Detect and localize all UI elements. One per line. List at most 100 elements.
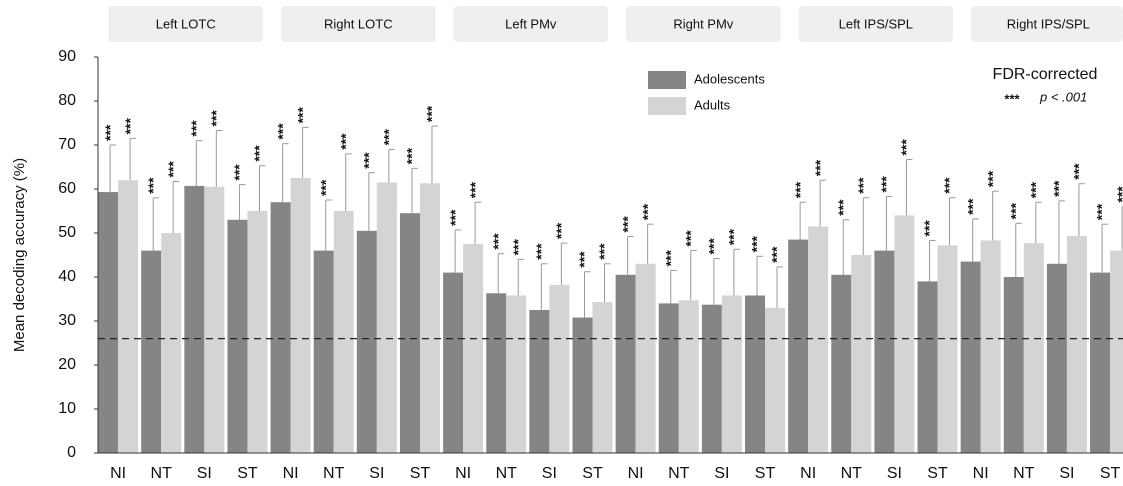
bar bbox=[1023, 243, 1044, 453]
bar bbox=[745, 295, 766, 453]
significance-label: *** bbox=[682, 230, 698, 247]
x-tick-label: SI bbox=[714, 465, 729, 482]
x-tick-label: NI bbox=[973, 465, 989, 482]
bar bbox=[313, 250, 334, 453]
bar bbox=[463, 244, 484, 453]
significance-label: *** bbox=[553, 222, 569, 239]
bar bbox=[874, 250, 895, 453]
significance-label: *** bbox=[188, 120, 204, 137]
bar bbox=[376, 182, 397, 453]
bar bbox=[161, 233, 182, 453]
y-tick-label: 40 bbox=[58, 268, 76, 285]
significance-label: *** bbox=[510, 239, 526, 256]
x-tick-label: NI bbox=[283, 465, 299, 482]
bar bbox=[204, 186, 225, 454]
significance-label: *** bbox=[619, 216, 635, 233]
bar bbox=[333, 211, 354, 453]
significance-label: *** bbox=[1114, 186, 1123, 203]
x-tick-label: NT bbox=[668, 465, 690, 482]
significance-label: *** bbox=[812, 159, 828, 176]
panel-header bbox=[626, 6, 781, 42]
x-tick-label: ST bbox=[237, 465, 258, 482]
significance-label: *** bbox=[749, 235, 765, 252]
bar bbox=[141, 250, 162, 453]
significance-label: *** bbox=[533, 243, 549, 260]
significance-label: *** bbox=[404, 147, 420, 164]
panel-label: Right PMv bbox=[673, 16, 733, 31]
bar bbox=[529, 310, 550, 453]
bar bbox=[247, 211, 268, 453]
bar bbox=[184, 185, 205, 454]
x-tick-label: SI bbox=[542, 465, 557, 482]
x-tick-label: SI bbox=[1059, 465, 1074, 482]
x-tick-label: NI bbox=[628, 465, 644, 482]
bar bbox=[980, 240, 1001, 453]
bar bbox=[98, 192, 119, 453]
bar bbox=[506, 295, 527, 453]
significance-label: *** bbox=[769, 246, 785, 263]
significance-label: *** bbox=[941, 177, 957, 194]
bar bbox=[592, 302, 613, 453]
panel-label: Right LOTC bbox=[324, 16, 393, 31]
significance-label: *** bbox=[208, 110, 224, 127]
bar bbox=[615, 274, 636, 453]
panel-label: Right IPS/SPL bbox=[1007, 16, 1090, 31]
significance-label: *** bbox=[878, 176, 894, 193]
significance-label: *** bbox=[726, 228, 742, 245]
bar bbox=[290, 178, 311, 453]
panel-label: Left LOTC bbox=[156, 16, 216, 31]
panel-header bbox=[453, 6, 609, 42]
y-axis-label: Mean decoding accuracy (%) bbox=[11, 158, 28, 352]
significance-label: *** bbox=[447, 209, 463, 226]
significance-label: *** bbox=[855, 177, 871, 194]
significance-label: *** bbox=[1094, 203, 1110, 220]
bar bbox=[788, 239, 809, 453]
bar bbox=[1046, 263, 1067, 453]
bar bbox=[399, 213, 420, 453]
y-tick-label: 20 bbox=[58, 356, 76, 373]
bar bbox=[572, 317, 593, 453]
significance-label: *** bbox=[317, 179, 333, 196]
significance-label: *** bbox=[145, 177, 161, 194]
bar bbox=[1003, 277, 1024, 453]
panel-header bbox=[281, 6, 436, 42]
bar bbox=[1090, 272, 1111, 453]
significance-label: *** bbox=[964, 198, 980, 215]
significance-label: *** bbox=[1027, 181, 1043, 198]
panel-label: Left IPS/SPL bbox=[839, 16, 913, 31]
x-tick-label: ST bbox=[755, 465, 776, 482]
bar bbox=[635, 263, 656, 453]
significance-label: *** bbox=[1071, 163, 1087, 180]
significance-label: *** bbox=[835, 199, 851, 216]
bar bbox=[658, 303, 679, 453]
bar bbox=[443, 272, 464, 453]
bar bbox=[1110, 250, 1123, 453]
panel-header bbox=[108, 6, 264, 42]
significance-key: *** bbox=[1004, 91, 1020, 106]
bar bbox=[937, 245, 958, 453]
bar bbox=[701, 304, 722, 453]
significance-label: *** bbox=[361, 152, 377, 169]
significance-label: *** bbox=[1007, 202, 1023, 219]
bar bbox=[917, 281, 938, 453]
x-tick-label: SI bbox=[369, 465, 384, 482]
significance-label: *** bbox=[274, 123, 290, 140]
y-tick-label: 30 bbox=[58, 312, 76, 329]
legend-label: Adults bbox=[694, 97, 731, 112]
significance-label: *** bbox=[251, 145, 267, 162]
significance-label: *** bbox=[984, 170, 1000, 187]
significance-label: *** bbox=[294, 107, 310, 124]
bar bbox=[1066, 236, 1087, 453]
bar bbox=[721, 295, 742, 453]
y-tick-label: 10 bbox=[58, 400, 76, 417]
bar bbox=[227, 219, 248, 453]
x-tick-label: NI bbox=[110, 465, 126, 482]
legend-swatch bbox=[648, 97, 686, 115]
legend-swatch bbox=[648, 71, 686, 89]
x-tick-label: ST bbox=[410, 465, 431, 482]
bar bbox=[549, 284, 570, 453]
significance-label: *** bbox=[381, 129, 397, 146]
significance-label: *** bbox=[898, 139, 914, 156]
bar bbox=[831, 274, 852, 453]
